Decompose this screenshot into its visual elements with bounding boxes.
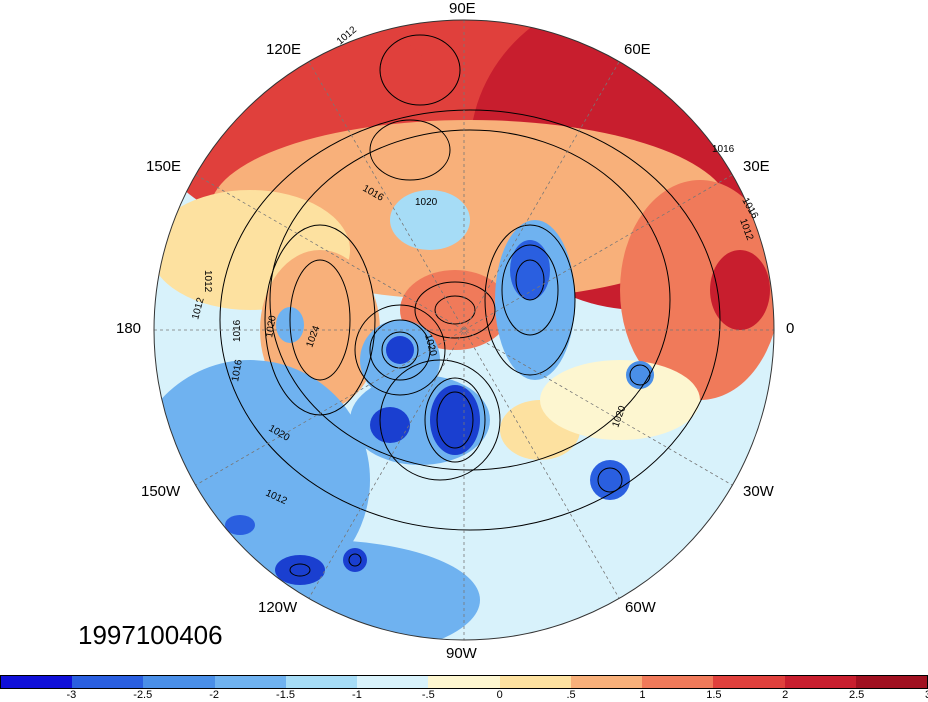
pressure-contours	[219, 34, 721, 577]
colorbar-swatch	[285, 676, 358, 688]
lon-label-60e: 60E	[624, 41, 651, 58]
colorbar-swatch	[570, 676, 643, 688]
colorbar-tick-label: -1	[352, 689, 362, 701]
colorbar-tick-label: -1.5	[276, 689, 296, 701]
colorbar-swatch	[72, 676, 144, 688]
colorbar-swatch	[214, 676, 286, 688]
colorbar-swatch	[1, 676, 73, 688]
colorbar-ticks: -3 -2.5 -2 -1.5 -1 -.5 0 .5 1 1.5 2 2.5 3	[0, 689, 928, 702]
colorbar-tick-label: 2	[782, 689, 789, 701]
lon-label-30w: 30W	[743, 483, 774, 500]
lon-label-90e: 90E	[449, 0, 476, 17]
colorbar-swatch	[855, 676, 928, 688]
colorbar-tick-label: .5	[566, 689, 576, 701]
colorbar-tick-label: -3	[66, 689, 77, 701]
colorbar	[0, 675, 928, 689]
lon-label-30e: 30E	[743, 158, 770, 175]
lon-label-150e: 150E	[146, 158, 182, 175]
lon-label-120e: 120E	[266, 41, 302, 58]
colorbar-tick-label: 2.5	[848, 689, 865, 701]
colorbar-swatch	[499, 676, 571, 688]
colorbar-tick-label: 1.5	[706, 689, 722, 701]
colorbar-swatch	[357, 676, 429, 688]
colorbar-tick-label: 3	[925, 689, 928, 701]
colorbar-swatch	[143, 676, 215, 688]
lon-label-60w: 60W	[625, 599, 656, 616]
lon-label-0: 0	[786, 320, 795, 337]
map-boundary	[153, 19, 775, 641]
colorbar-tick-label: -2	[209, 689, 220, 701]
lon-label-150w: 150W	[141, 483, 181, 500]
timestamp-label: 1997100406	[78, 620, 223, 650]
colorbar-tick-label: 0	[496, 689, 503, 701]
colorbar-tick-label: -.5	[421, 689, 435, 701]
colorbar-tick-label: -2.5	[133, 689, 153, 701]
colorbar-swatch	[642, 676, 714, 688]
lon-label-120w: 120W	[258, 599, 298, 616]
lon-label-90w: 90W	[446, 645, 477, 662]
colorbar-tick-label: 1	[639, 689, 646, 701]
graticule	[154, 20, 774, 640]
polar-map	[153, 19, 775, 641]
lon-label-180: 180	[116, 320, 142, 337]
colorbar-swatch	[784, 676, 856, 688]
colorbar-swatch	[428, 676, 500, 688]
colorbar-swatch	[713, 676, 785, 688]
